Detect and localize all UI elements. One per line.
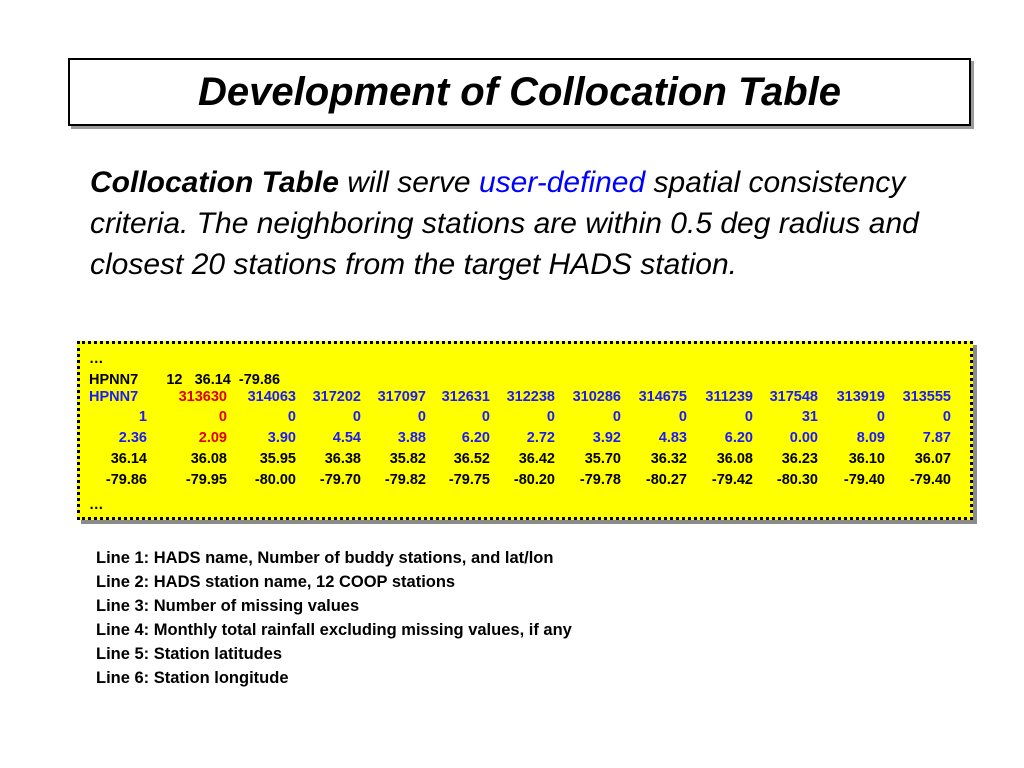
rainfall-row-cell: 4.83 (658, 430, 687, 446)
intro-paragraph: Collocation Table will serve user-define… (90, 162, 950, 285)
rainfall-row-cell: 4.54 (332, 430, 361, 446)
station-ids-row-cell: 311239 (705, 389, 753, 405)
missing-values-row-cell: 31 (801, 409, 818, 425)
missing-values-row-cell: 0 (876, 409, 885, 425)
note-line-3: Line 3: Number of missing values (96, 597, 360, 615)
longitude-row-cell: -79.40 (909, 472, 951, 488)
header-line: HPNN7 12 36.14 -79.86 (89, 372, 281, 388)
rainfall-row-cell: 6.20 (724, 430, 753, 446)
longitude-row-cell: -80.27 (645, 472, 687, 488)
missing-values-row-cell: 0 (481, 409, 490, 425)
missing-values-row-cell: 0 (612, 409, 621, 425)
rainfall-row-cell: 2.09 (198, 430, 227, 446)
hads-lead-value: 36.14 (110, 451, 147, 467)
rainfall-row-cell: 2.72 (526, 430, 555, 446)
intro-text-b: spatial consistency criteria. The neighb… (90, 166, 919, 281)
rainfall-row-cell: 3.88 (397, 430, 426, 446)
latitude-row-cell: 36.38 (324, 451, 361, 467)
intro-highlight: user-defined (478, 166, 646, 199)
missing-values-row-cell: 0 (546, 409, 555, 425)
ellipsis-top: … (89, 351, 104, 367)
missing-values-row-cell: 0 (218, 409, 227, 425)
rainfall-row-cell: 3.90 (267, 430, 296, 446)
latitude-row-cell: 36.32 (650, 451, 687, 467)
note-line-5: Line 5: Station latitudes (96, 645, 283, 663)
missing-values-row-cell: 0 (287, 409, 296, 425)
rainfall-row-cell: 0.00 (789, 430, 818, 446)
rainfall-row-cell: 6.20 (461, 430, 490, 446)
station-ids-row-cell: 313919 (836, 389, 885, 405)
longitude-row-cell: -80.00 (254, 472, 296, 488)
ellipsis-bottom: … (89, 497, 104, 513)
hads-lead-value: 2.36 (118, 430, 147, 446)
latitude-row-cell: 36.08 (190, 451, 227, 467)
note-line-2: Line 2: HADS station name, 12 COOP stati… (96, 573, 456, 591)
latitude-row-cell: 36.23 (781, 451, 818, 467)
longitude-row-cell: -79.42 (711, 472, 753, 488)
slide-title: Development of Collocation Table (197, 69, 842, 114)
title-box: Development of Collocation Table (68, 58, 971, 126)
station-ids-row-cell: 313630 (178, 389, 227, 405)
longitude-row-cell: -80.20 (513, 472, 555, 488)
rainfall-row-cell: 8.09 (856, 430, 885, 446)
latitude-row-cell: 36.42 (518, 451, 555, 467)
station-ids-row-cell: 312238 (506, 389, 555, 405)
station-ids-row-cell: 314675 (638, 389, 687, 405)
intro-bold-lead: Collocation Table (90, 166, 339, 199)
note-line-4: Line 4: Monthly total rainfall excluding… (96, 621, 572, 639)
latitude-row-cell: 36.07 (914, 451, 951, 467)
latitude-row-cell: 35.82 (389, 451, 426, 467)
longitude-row-cell: -79.78 (579, 472, 621, 488)
note-line-6: Line 6: Station longitude (96, 669, 289, 687)
missing-values-row-cell: 0 (352, 409, 361, 425)
station-ids-row-cell: 313555 (902, 389, 951, 405)
latitude-row-cell: 36.08 (716, 451, 753, 467)
missing-values-row-cell: 0 (744, 409, 753, 425)
rainfall-row-cell: 7.87 (922, 430, 951, 446)
latitude-row-cell: 35.70 (584, 451, 621, 467)
hads-station-name: HPNN7 (89, 389, 139, 405)
hads-lead-value: 1 (138, 409, 147, 425)
latitude-row-cell: 36.10 (848, 451, 885, 467)
collocation-table-box: … HPNN7 12 36.14 -79.86 … HPNN7 1 2.36 36.1… (77, 341, 973, 520)
missing-values-row-cell: 0 (678, 409, 687, 425)
station-ids-row-cell: 317548 (769, 389, 818, 405)
missing-values-row-cell: 0 (417, 409, 426, 425)
latitude-row-cell: 35.95 (259, 451, 296, 467)
station-ids-row-cell: 310286 (572, 389, 621, 405)
longitude-row-cell: -79.95 (185, 472, 227, 488)
longitude-row-cell: -79.70 (319, 472, 361, 488)
station-ids-row-cell: 317202 (312, 389, 361, 405)
intro-text-a: will serve (338, 166, 479, 199)
note-line-1: Line 1: HADS name, Number of buddy stati… (96, 549, 554, 567)
longitude-row-cell: -79.40 (843, 472, 885, 488)
longitude-row-cell: -79.82 (384, 472, 426, 488)
station-ids-row-cell: 314063 (247, 389, 296, 405)
latitude-row-cell: 36.52 (453, 451, 490, 467)
station-ids-row-cell: 317097 (377, 389, 426, 405)
longitude-row-cell: -80.30 (776, 472, 818, 488)
line-notes: Line 1: HADS name, Number of buddy stati… (96, 546, 572, 690)
longitude-row-cell: -79.75 (448, 472, 490, 488)
hads-lead-value: -79.86 (105, 472, 147, 488)
missing-values-row-cell: 0 (942, 409, 951, 425)
rainfall-row-cell: 3.92 (592, 430, 621, 446)
station-ids-row-cell: 312631 (441, 389, 490, 405)
